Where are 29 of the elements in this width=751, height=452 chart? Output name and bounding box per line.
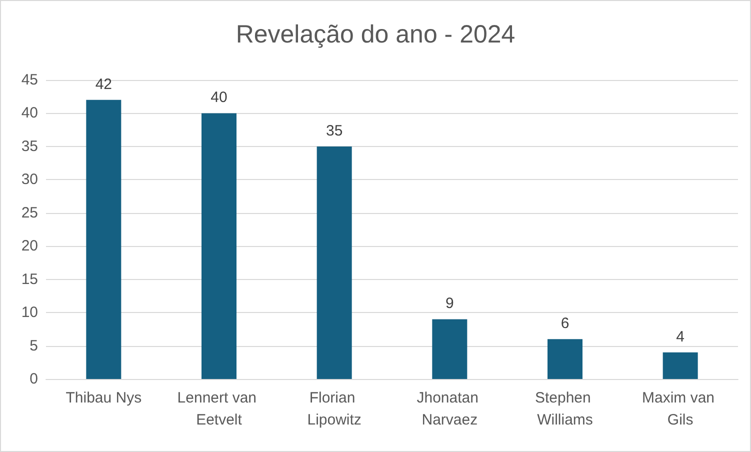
x-tick-label: Maxim van Gils bbox=[642, 390, 719, 428]
bar bbox=[202, 113, 236, 379]
y-tick-label: 20 bbox=[21, 238, 38, 255]
x-tick-label: Thibau Nys bbox=[66, 390, 142, 406]
data-label: 35 bbox=[326, 122, 343, 140]
data-label: 4 bbox=[676, 328, 685, 346]
chart-title: Revelação do ano - 2024 bbox=[236, 20, 516, 48]
x-tick-label: Lennert van Eetvelt bbox=[177, 390, 261, 428]
data-label: 9 bbox=[445, 295, 454, 312]
y-tick-label: 45 bbox=[21, 72, 38, 88]
y-tick-label: 0 bbox=[30, 370, 38, 388]
y-tick-label: 5 bbox=[30, 337, 38, 354]
bar bbox=[432, 319, 468, 379]
data-label: 40 bbox=[210, 89, 228, 106]
y-tick-label: 10 bbox=[21, 304, 38, 322]
y-tick-label: 35 bbox=[21, 138, 38, 155]
bar bbox=[548, 339, 582, 379]
bar bbox=[86, 100, 122, 379]
y-tick-label: 30 bbox=[21, 171, 38, 188]
bar bbox=[316, 146, 352, 379]
x-tick-label: Jhonatan Narvaez bbox=[416, 390, 483, 428]
y-tick-label: 40 bbox=[21, 104, 38, 122]
y-tick-label: 15 bbox=[21, 270, 38, 288]
data-label: 6 bbox=[560, 315, 570, 332]
x-tick-label: Stephen Williams bbox=[534, 390, 596, 428]
x-tick-label: Florian Lipowitz bbox=[307, 390, 362, 428]
bar bbox=[662, 352, 698, 379]
data-label: 42 bbox=[95, 76, 112, 93]
y-tick-label: 25 bbox=[21, 204, 38, 222]
